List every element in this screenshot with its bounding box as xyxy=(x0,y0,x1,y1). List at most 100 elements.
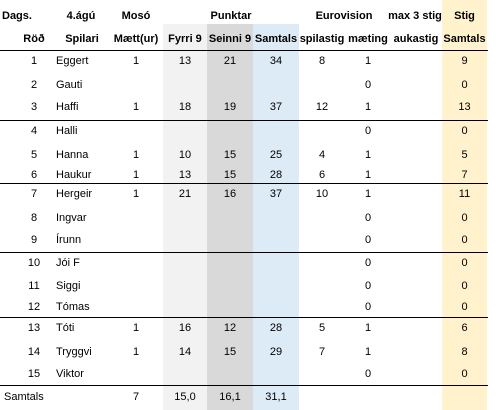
game-points-cell: 8 xyxy=(318,55,326,67)
attendance-points-cell: 1 xyxy=(364,188,372,200)
total-score-cell: 0 xyxy=(461,125,468,137)
attendance-cell: 1 xyxy=(132,188,140,200)
player-row: 1 Eggert 1 13 21 34 8 1 9 xyxy=(0,50,500,72)
attendance-cell: 1 xyxy=(132,101,140,113)
totals-fyrri-9: 15,0 xyxy=(174,391,196,403)
bonus-points-cell xyxy=(391,96,441,118)
game-points-cell: 7 xyxy=(318,346,326,358)
rank-cell: 3 xyxy=(30,101,38,113)
total-score-cell: 0 xyxy=(461,257,468,269)
group-divider xyxy=(0,317,488,318)
player-name-cell: Tryggvi xyxy=(56,346,92,358)
game-points-cell xyxy=(299,229,345,251)
attendance-points-cell: 0 xyxy=(364,212,372,224)
player-row: 7 Hergeir 1 21 16 37 10 1 11 xyxy=(0,183,500,205)
attendance-points-cell: 0 xyxy=(364,368,372,380)
back-nine-cell xyxy=(207,363,253,385)
total-points-cell xyxy=(253,297,299,317)
bonus-points-cell xyxy=(391,297,441,317)
attendance-cell xyxy=(110,363,162,385)
total-score-cell: 7 xyxy=(461,168,468,181)
front-nine-cell xyxy=(163,252,207,274)
rank-cell: 6 xyxy=(30,168,38,181)
game-points-cell xyxy=(299,297,345,317)
attendance-cell: 1 xyxy=(132,55,140,67)
header-dags: Dags. xyxy=(2,10,32,22)
group-divider xyxy=(0,252,488,253)
back-nine-cell: 12 xyxy=(223,322,237,334)
attendance-points-cell: 1 xyxy=(364,322,372,334)
attendance-cell xyxy=(110,252,162,274)
bonus-points-cell xyxy=(391,317,441,339)
total-points-cell: 28 xyxy=(269,168,283,181)
back-nine-cell: 15 xyxy=(223,149,237,161)
group-divider xyxy=(0,183,488,184)
totals-maett: 7 xyxy=(132,391,140,403)
player-row: 6 Haukur 1 13 15 28 6 1 7 xyxy=(0,166,500,183)
rank-cell: 13 xyxy=(27,322,41,334)
attendance-points-cell: 0 xyxy=(364,280,372,292)
player-name-cell: Eggert xyxy=(56,55,89,67)
total-points-cell xyxy=(253,275,299,297)
bonus-points-cell xyxy=(391,50,441,72)
totals-seinni-9: 16,1 xyxy=(219,391,241,403)
back-nine-cell: 16 xyxy=(223,188,237,200)
rank-cell: 5 xyxy=(30,149,38,161)
attendance-cell: 1 xyxy=(132,149,140,161)
player-row: 12 Tómas 0 0 xyxy=(0,297,500,317)
total-score-cell: 0 xyxy=(461,212,468,224)
total-score-cell: 8 xyxy=(461,346,468,358)
rank-cell: 14 xyxy=(27,346,41,358)
header-maett: Mætt(ur) xyxy=(113,33,159,45)
player-name-cell: Jói F xyxy=(56,257,80,269)
attendance-points-cell: 1 xyxy=(364,101,372,113)
player-name-cell: Halli xyxy=(56,125,78,137)
front-nine-cell xyxy=(163,229,207,251)
player-row: 8 Ingvar 0 0 xyxy=(0,207,500,229)
player-row: 11 Siggi 0 0 xyxy=(0,275,500,297)
total-score-cell: 0 xyxy=(461,368,468,380)
attendance-points-cell: 0 xyxy=(364,301,372,313)
attendance-cell xyxy=(110,297,162,317)
total-points-cell: 29 xyxy=(269,346,283,358)
player-row: 2 Gauti 0 0 xyxy=(0,74,500,96)
rank-cell: 15 xyxy=(27,368,41,380)
front-nine-cell xyxy=(163,297,207,317)
total-score-cell: 5 xyxy=(461,149,468,161)
total-score-cell: 0 xyxy=(461,79,468,91)
bonus-points-cell xyxy=(391,275,441,297)
total-points-cell xyxy=(253,252,299,274)
back-nine-cell xyxy=(207,252,253,274)
game-points-cell xyxy=(299,74,345,96)
front-nine-cell xyxy=(163,120,207,142)
total-points-cell xyxy=(253,120,299,142)
totals-label: Samtals xyxy=(4,391,44,403)
game-points-cell: 4 xyxy=(318,149,326,161)
header-seinni-9: Seinni 9 xyxy=(208,33,252,45)
bonus-points-cell xyxy=(391,120,441,142)
header-spilari: Spilari xyxy=(65,33,99,45)
bonus-points-cell xyxy=(391,166,441,183)
back-nine-cell: 21 xyxy=(223,55,237,67)
header-date: 4.ágú xyxy=(66,10,96,22)
player-name-cell: Tómas xyxy=(56,301,90,313)
total-score-cell: 13 xyxy=(458,101,471,113)
front-nine-cell xyxy=(163,207,207,229)
back-nine-cell xyxy=(207,207,253,229)
stig-samtals-column-band xyxy=(442,0,487,410)
back-nine-cell xyxy=(207,297,253,317)
total-points-cell xyxy=(253,229,299,251)
player-name-cell: Ingvar xyxy=(56,212,87,224)
game-points-cell: 5 xyxy=(318,322,326,334)
game-points-cell xyxy=(299,207,345,229)
header-max-stig: max 3 stig xyxy=(388,10,442,22)
game-points-cell: 6 xyxy=(318,168,326,181)
player-name-cell: Siggi xyxy=(56,280,81,292)
total-score-cell: 0 xyxy=(461,234,468,246)
rank-cell: 4 xyxy=(30,125,38,137)
group-divider xyxy=(0,120,488,121)
rank-cell: 8 xyxy=(30,212,38,224)
header-stig: Stig xyxy=(454,10,475,22)
attendance-cell xyxy=(110,229,162,251)
seinni-9-column-band xyxy=(207,24,253,410)
